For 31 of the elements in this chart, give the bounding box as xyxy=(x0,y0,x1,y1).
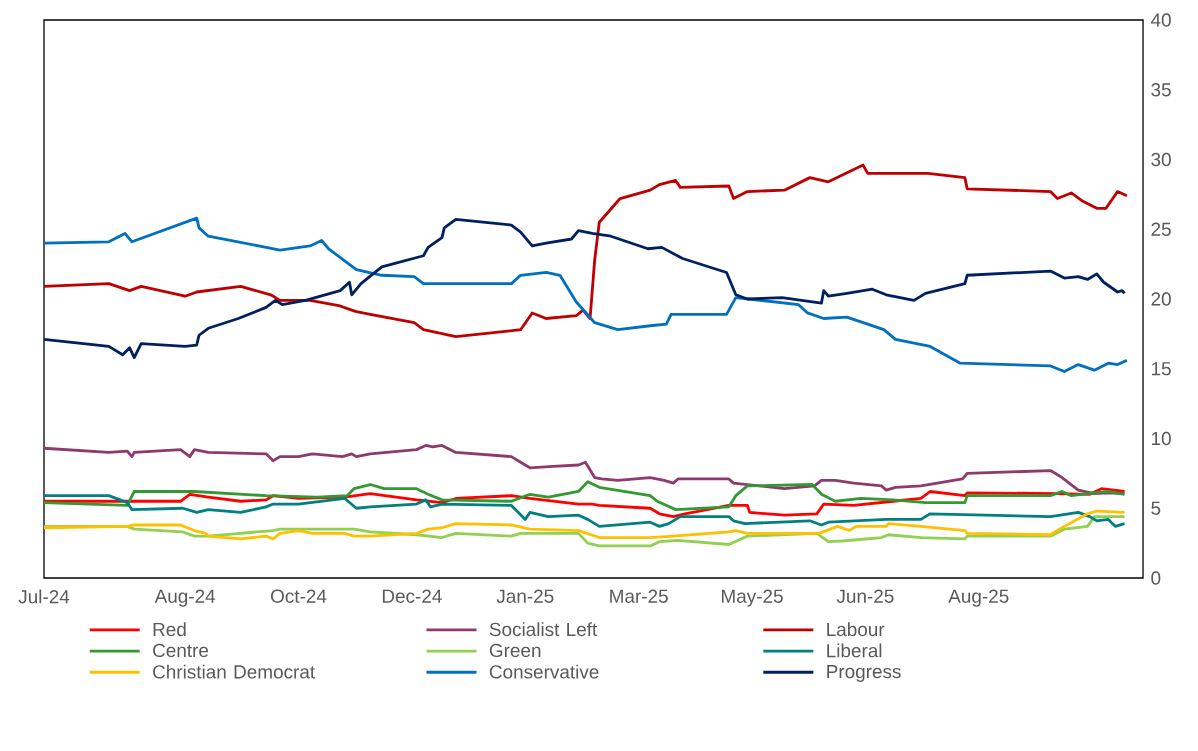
x-tick-label: Mar-25 xyxy=(610,589,668,603)
legend-label: Liberal xyxy=(827,643,882,658)
line-series xyxy=(42,163,1129,339)
line-series xyxy=(42,494,1126,528)
line-series xyxy=(42,509,1126,541)
y-tick-label: 10 xyxy=(1151,431,1171,446)
y-tick-label: 30 xyxy=(1151,152,1171,167)
legend-label: Centre xyxy=(153,643,209,658)
x-tick-label: Oct-24 xyxy=(271,589,327,603)
legend-label: Red xyxy=(153,622,186,637)
legend-label: Green xyxy=(489,643,541,658)
legend-label: Socialist Left xyxy=(489,622,598,637)
legend-label: Labour xyxy=(827,622,885,637)
x-tick-label: Jan-25 xyxy=(496,589,554,603)
x-tick-label: Jul-24 xyxy=(18,589,70,604)
y-tick-label: 20 xyxy=(1151,292,1171,306)
y-tick-label: 25 xyxy=(1151,222,1171,236)
legend-label: Conservative xyxy=(489,664,599,679)
line-series xyxy=(42,444,1126,495)
x-tick-label: Aug-24 xyxy=(154,589,216,607)
y-tick-label: 0 xyxy=(1151,571,1161,585)
x-tick-label: Jun-25 xyxy=(836,589,894,603)
x-tick-label: Aug-25 xyxy=(948,589,1009,607)
y-tick-label: 35 xyxy=(1151,83,1171,97)
legend-label: Christian Democrat xyxy=(153,664,315,679)
legend-label: Progress xyxy=(827,665,901,682)
x-tick-label: Dec-24 xyxy=(382,589,442,603)
x-tick-label: May-25 xyxy=(722,589,783,607)
y-tick-label: 40 xyxy=(1150,13,1171,27)
y-tick-label: 5 xyxy=(1151,501,1161,515)
y-tick-label: 15 xyxy=(1151,362,1171,376)
